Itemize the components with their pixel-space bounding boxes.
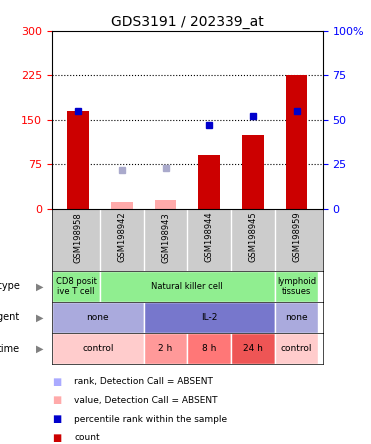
- Bar: [100, 271, 275, 302]
- Text: lymphoid
tissues: lymphoid tissues: [277, 277, 316, 296]
- Text: GSM198945: GSM198945: [248, 212, 257, 262]
- Text: ■: ■: [52, 414, 61, 424]
- Bar: [231, 333, 275, 364]
- Text: value, Detection Call = ABSENT: value, Detection Call = ABSENT: [74, 396, 218, 405]
- Text: ▶: ▶: [36, 344, 44, 353]
- Text: control: control: [281, 344, 312, 353]
- Text: IL-2: IL-2: [201, 313, 217, 322]
- Text: percentile rank within the sample: percentile rank within the sample: [74, 415, 227, 424]
- Bar: [144, 302, 275, 333]
- Text: 2 h: 2 h: [158, 344, 173, 353]
- Bar: [52, 333, 144, 364]
- Bar: [275, 333, 318, 364]
- Text: ■: ■: [52, 396, 61, 405]
- Text: ▶: ▶: [36, 281, 44, 291]
- Text: count: count: [74, 433, 100, 442]
- Bar: [286, 75, 308, 209]
- Text: none: none: [285, 313, 308, 322]
- Bar: [111, 202, 133, 209]
- Text: agent: agent: [0, 313, 19, 322]
- Text: Natural killer cell: Natural killer cell: [151, 282, 223, 291]
- Bar: [52, 271, 100, 302]
- Text: ▶: ▶: [36, 313, 44, 322]
- Text: GSM198959: GSM198959: [292, 212, 301, 262]
- Text: 8 h: 8 h: [202, 344, 216, 353]
- Bar: [198, 155, 220, 209]
- Text: time: time: [0, 344, 19, 353]
- Text: ■: ■: [52, 433, 61, 443]
- Bar: [242, 135, 264, 209]
- Text: none: none: [86, 313, 109, 322]
- Text: GSM198943: GSM198943: [161, 212, 170, 262]
- Text: GSM198958: GSM198958: [74, 212, 83, 262]
- Bar: [275, 271, 318, 302]
- Text: GSM198942: GSM198942: [117, 212, 127, 262]
- Bar: [187, 333, 231, 364]
- Text: control: control: [82, 344, 114, 353]
- Bar: [67, 111, 89, 209]
- Text: GSM198944: GSM198944: [205, 212, 214, 262]
- Bar: [144, 333, 187, 364]
- Text: ■: ■: [52, 377, 61, 387]
- Text: cell type: cell type: [0, 281, 19, 291]
- Title: GDS3191 / 202339_at: GDS3191 / 202339_at: [111, 15, 264, 29]
- Text: 24 h: 24 h: [243, 344, 263, 353]
- Bar: [155, 200, 177, 209]
- Bar: [52, 302, 144, 333]
- Text: rank, Detection Call = ABSENT: rank, Detection Call = ABSENT: [74, 377, 213, 386]
- Bar: [275, 302, 318, 333]
- Text: CD8 posit
ive T cell: CD8 posit ive T cell: [56, 277, 96, 296]
